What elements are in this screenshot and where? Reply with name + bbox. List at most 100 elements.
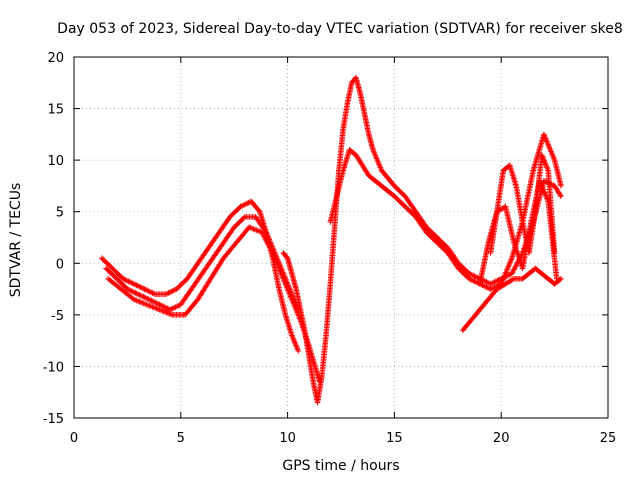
data-point [131,281,137,287]
data-point [558,193,564,200]
data-point [481,283,487,289]
data-point [139,284,145,291]
data-point [557,192,564,198]
chart-title: Day 053 of 2023, Sidereal Day-to-day VTE… [57,21,623,37]
data-point [163,304,169,311]
data-point [144,295,151,302]
data-point [132,281,138,288]
data-point [160,303,167,310]
data-point [470,272,476,279]
data-point [240,202,247,209]
data-point [148,289,154,296]
data-point [509,276,516,283]
data-point [133,282,140,289]
y-tick-label: 5 [56,206,64,221]
data-point [473,274,479,280]
data-point [145,288,152,294]
data-point [148,297,155,304]
data-point [175,303,181,309]
data-point [243,201,249,207]
data-point [482,283,488,290]
data-point [487,281,494,287]
data-point [483,284,490,290]
data-point [283,254,290,260]
x-tick-label: 0 [70,431,78,446]
data-point [171,287,177,294]
data-point [244,200,251,207]
data-point [482,278,488,285]
data-point [125,286,132,293]
data-points [98,74,564,406]
data-point [127,287,133,294]
series-track-2 [103,214,302,313]
data-point [169,305,176,312]
data-point [171,304,177,311]
data-point [164,290,170,297]
data-point [469,277,475,283]
data-point [131,289,137,296]
data-point [120,275,126,282]
data-point [147,288,153,295]
data-point [241,215,247,221]
data-point [168,288,174,295]
data-point [466,275,472,282]
data-point [237,203,244,210]
data-point [163,291,169,298]
data-point [136,292,143,298]
data-point [479,282,486,289]
data-point [135,291,141,298]
data-point [128,288,135,294]
data-point [467,276,474,283]
data-point [168,306,175,312]
grid-lines [74,57,608,418]
data-point [157,302,164,308]
data-point [141,286,148,292]
data-point [151,299,157,305]
data-point [133,290,140,297]
series-track-6 [459,265,564,334]
data-point [466,270,472,277]
data-point [144,287,150,294]
data-point [141,294,148,301]
x-tick-label: 15 [386,431,403,446]
data-point [489,285,495,292]
x-tick-label: 20 [493,431,510,446]
data-point [149,290,156,296]
y-tick-label: -15 [43,412,64,427]
series-track-1 [98,198,302,354]
data-point [172,304,179,310]
data-point [155,301,161,307]
data-point [136,283,142,290]
data-point [490,284,496,291]
y-tick-label: 10 [47,154,64,169]
y-tick-label: 0 [56,257,64,272]
data-point [121,276,128,283]
data-point [143,286,149,293]
axis-ticks: 0 5 10 15 20 25 -15 -10 -5 0 5 10 15 20 [43,51,617,446]
data-point [483,279,490,285]
data-point [164,305,171,312]
data-point [494,277,500,284]
data-point [467,271,474,278]
y-tick-label: 20 [47,51,64,66]
data-point [129,288,136,295]
data-point [152,299,159,306]
data-point [135,283,141,289]
plot-frame [73,56,609,419]
data-point [137,292,144,299]
data-point [485,284,491,291]
series-track-5 [327,131,564,292]
data-point [137,284,144,290]
data-point [295,348,302,354]
data-point [485,279,491,286]
data-point [167,289,173,296]
data-point [139,293,145,299]
data-point [241,201,248,208]
data-point [140,294,147,300]
data-point [165,290,172,296]
data-point [127,279,133,285]
data-point [153,300,160,307]
data-point [124,277,130,284]
data-point [490,279,496,286]
data-point [159,303,165,309]
